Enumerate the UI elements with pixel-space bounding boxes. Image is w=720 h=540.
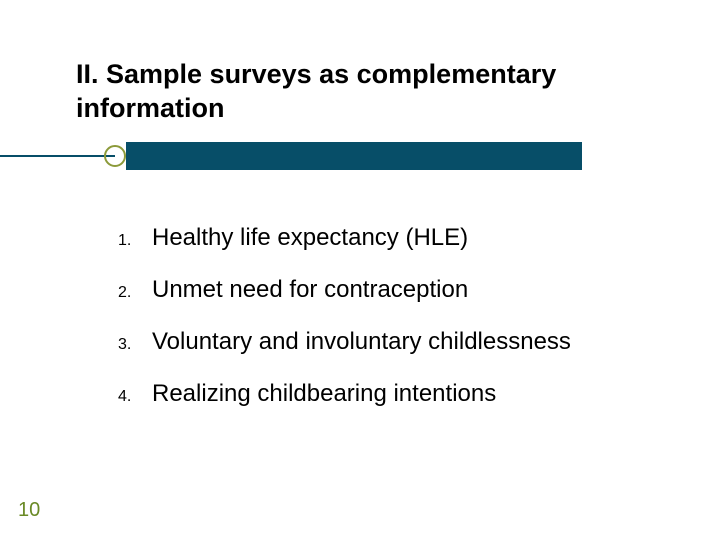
list-text: Voluntary and involuntary childlessness bbox=[152, 328, 571, 356]
list-text: Unmet need for contraception bbox=[152, 276, 468, 304]
ordered-list: 1. Healthy life expectancy (HLE) 2. Unme… bbox=[118, 224, 678, 432]
slide-title: II. Sample surveys as complementary info… bbox=[76, 58, 656, 126]
decor-line bbox=[0, 155, 115, 157]
list-number: 1. bbox=[118, 232, 152, 250]
list-number: 2. bbox=[118, 284, 152, 302]
decor-circle-icon bbox=[104, 145, 126, 167]
list-item: 4. Realizing childbearing intentions bbox=[118, 380, 678, 408]
list-item: 3. Voluntary and involuntary childlessne… bbox=[118, 328, 678, 356]
slide: II. Sample surveys as complementary info… bbox=[0, 0, 720, 540]
list-number: 3. bbox=[118, 336, 152, 354]
list-item: 2. Unmet need for contraception bbox=[118, 276, 678, 304]
decor-bar bbox=[126, 142, 582, 170]
list-text: Healthy life expectancy (HLE) bbox=[152, 224, 468, 252]
list-text: Realizing childbearing intentions bbox=[152, 380, 496, 408]
list-item: 1. Healthy life expectancy (HLE) bbox=[118, 224, 678, 252]
list-number: 4. bbox=[118, 388, 152, 406]
page-number: 10 bbox=[18, 499, 40, 522]
